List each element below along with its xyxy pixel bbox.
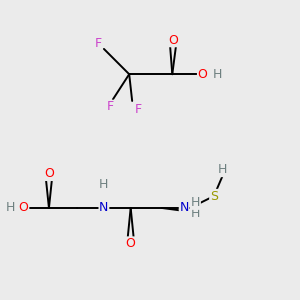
Text: H: H xyxy=(218,164,227,176)
Text: O: O xyxy=(19,202,28,214)
Text: S: S xyxy=(210,190,218,202)
Text: O: O xyxy=(198,68,208,81)
Text: N: N xyxy=(99,202,109,214)
Text: H: H xyxy=(191,196,200,209)
Text: F: F xyxy=(106,100,113,113)
Text: H: H xyxy=(213,68,223,81)
Text: F: F xyxy=(94,37,101,50)
Text: H: H xyxy=(191,207,200,220)
Text: O: O xyxy=(168,34,178,46)
Text: O: O xyxy=(126,237,136,250)
Text: H: H xyxy=(99,178,109,191)
Text: N: N xyxy=(179,201,189,214)
Text: H: H xyxy=(6,202,16,214)
Text: O: O xyxy=(44,167,54,180)
Text: F: F xyxy=(135,103,142,116)
